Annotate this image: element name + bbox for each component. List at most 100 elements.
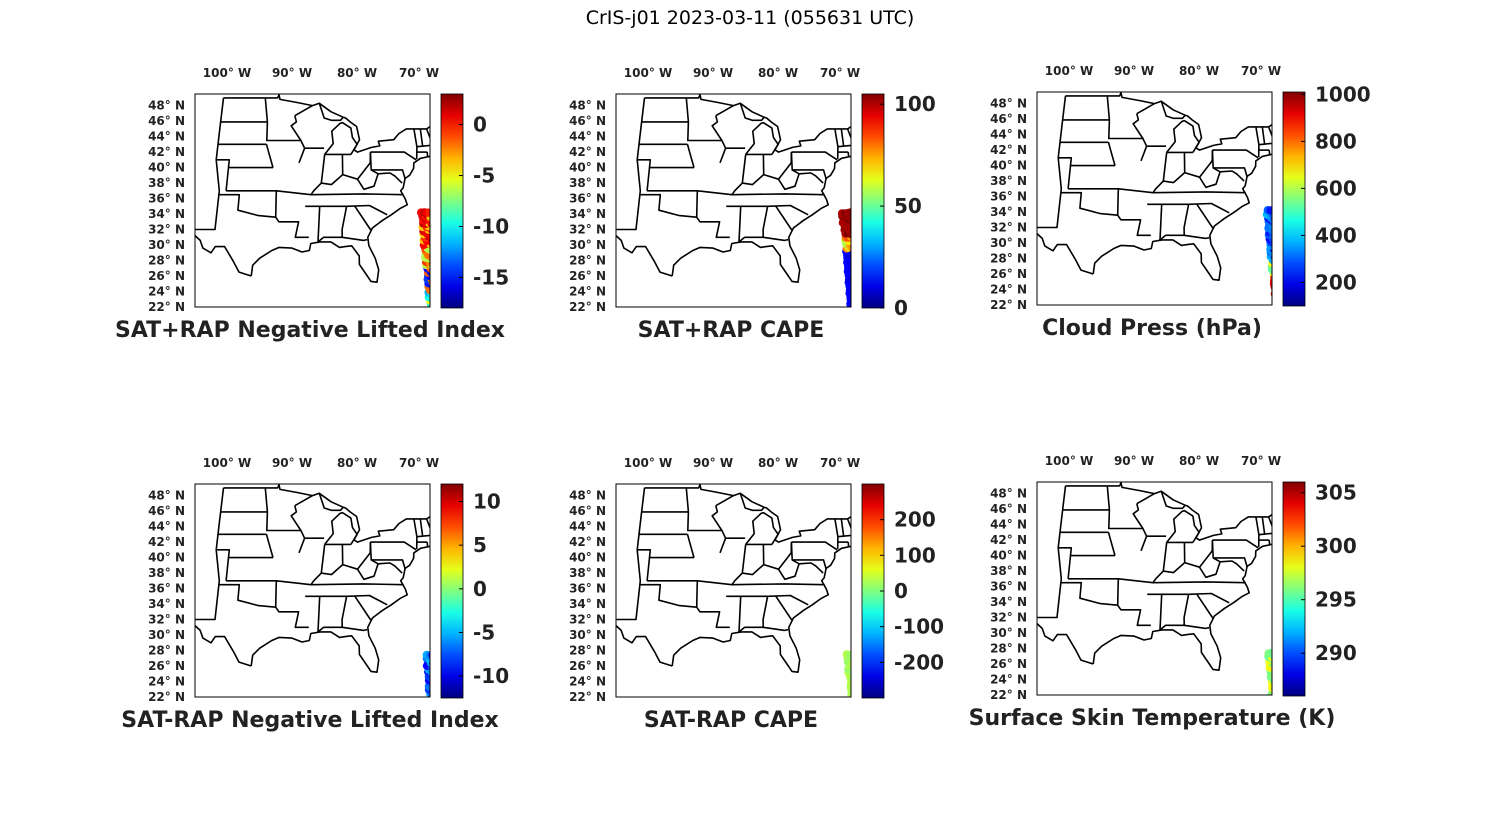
boundary-line [370,541,417,551]
boundary-line [840,518,845,537]
swath-point [432,689,440,697]
latitude-label: 30° N [990,626,1027,640]
swath-point [1274,291,1282,299]
boundary-line [1132,113,1144,139]
boundary-line [1136,102,1155,115]
boundary-line [742,564,765,576]
latitude-label: 42° N [990,533,1027,547]
boundary-line [1159,594,1190,631]
swath-point [429,215,430,219]
colorbar-tick-label: -10 [473,215,509,239]
swath-point [1273,220,1281,228]
boundary-line [274,190,309,239]
swath-point [429,280,430,285]
boundary-line [1163,172,1186,184]
swath-point [1271,661,1272,667]
swath-point [429,688,430,693]
boundary-line [644,94,851,153]
latitude-label: 22° N [569,690,606,704]
panel-title: Cloud Press (hPa) [1042,316,1262,341]
boundary-line [687,511,746,539]
boundary-line [790,152,827,180]
latitude-label: 28° N [569,644,606,658]
boundary-line [1136,492,1155,505]
boundary-line [775,595,793,621]
swath-point [1271,666,1272,669]
swath-point [1275,667,1283,675]
swath-point [852,675,860,683]
map-frame [615,483,852,698]
colorbar-tick-label: -5 [473,164,495,188]
swath-point [853,240,861,248]
latitude-label: 28° N [990,642,1027,656]
boundary-line [265,534,274,558]
swath-points [1264,648,1283,695]
swath-point [853,261,861,269]
swath-point [849,651,851,659]
map-area [616,484,860,697]
latitude-label: 44° N [569,520,606,534]
boundary-line [342,236,368,242]
boundary-line [1058,157,1115,167]
swath-point [852,296,860,304]
boundary-line [321,174,344,186]
swath-point [850,298,851,303]
swath-point [1269,206,1272,215]
longitude-label: 100° W [624,456,672,470]
swath-point [431,264,439,272]
colorbar-tick-label: 305 [1315,481,1357,505]
boundary-line [370,559,403,574]
swath-point [853,208,861,216]
latitude-label: 26° N [990,657,1027,671]
boundary-line [687,121,746,149]
longitude-label: 80° W [1179,454,1219,468]
swath-point [853,289,861,297]
latitude-label: 38° N [569,176,606,190]
boundary-line [791,169,824,184]
swath-point [1274,231,1282,239]
map-frame [615,93,852,308]
colorbar-tick-label: -15 [473,265,509,289]
colorbar-gradient [440,483,464,699]
boundary-line [1092,153,1272,281]
swath-point [431,250,439,258]
longitude-label: 70° W [399,66,439,80]
boundary-line [294,494,313,507]
swath-point [1273,237,1281,245]
boundary-line [1198,561,1221,579]
colorbar-tick-label: 100 [894,92,936,116]
swath-point [431,686,439,694]
latitude-label: 42° N [569,535,606,549]
boundary-line [1198,171,1221,189]
swath-point [431,651,439,659]
boundary-line [639,193,697,218]
boundary-line [637,549,694,559]
swath-point [429,236,430,240]
boundary-line [834,128,839,160]
swath-point [432,289,440,297]
boundary-line [413,128,418,160]
colorbar: 1000 800 600 400 200 [1282,82,1371,307]
boundary-line [195,97,225,231]
boundary-line [790,542,827,570]
swath-point [433,299,441,307]
boundary-line [695,190,730,239]
boundary-line [266,511,325,539]
boundary-line [639,583,697,608]
boundary-line [738,596,742,632]
swath-point [853,229,861,237]
swath-point [1275,663,1283,671]
swath-point [1273,286,1281,294]
boundary-line [413,518,418,550]
swath-point [1271,288,1272,294]
swath-point [1271,669,1272,673]
longitude-label: 80° W [1179,64,1219,78]
boundary-line [1258,142,1272,146]
boundary-line [250,545,430,673]
boundary-line [775,205,793,231]
swath-point [853,268,861,276]
longitude-label: 70° W [820,66,860,80]
latitude-label: 44° N [148,130,185,144]
colorbar-tick-label: 1000 [1315,82,1371,106]
swath-point [852,227,860,235]
